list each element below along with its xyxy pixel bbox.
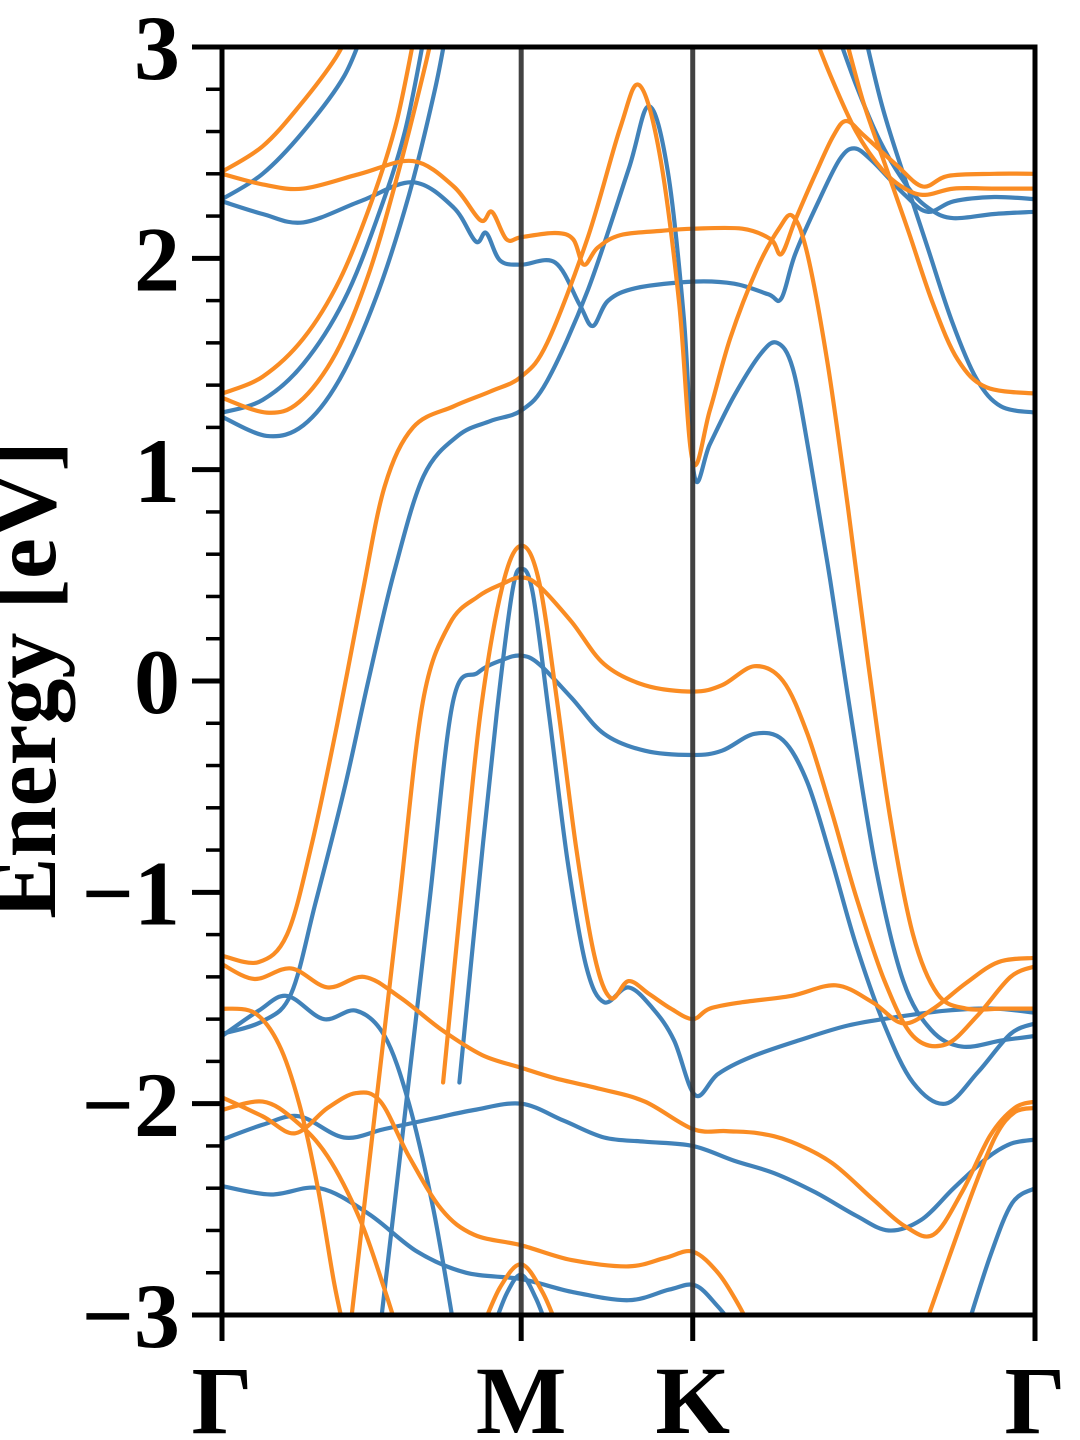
y-tick-label: 3	[134, 0, 180, 99]
x-axis-ticks	[219, 1315, 1038, 1341]
band-curve	[222, 47, 446, 439]
band-curve	[379, 653, 1035, 1315]
band-curve	[441, 543, 1035, 1085]
x-tick-label: Γ	[191, 1347, 252, 1440]
band-curve	[926, 1105, 1035, 1315]
band-curve	[222, 962, 1035, 1239]
band-curve	[968, 1186, 1035, 1315]
y-tick-label: −2	[82, 1054, 180, 1156]
y-tick-label: 2	[134, 209, 180, 311]
band-lines-orange	[222, 47, 1035, 1315]
band-curve	[840, 47, 1035, 221]
y-axis-label: Energy [eV]	[0, 441, 75, 919]
band-curve	[845, 47, 1035, 396]
y-tick-label: −1	[82, 843, 180, 945]
band-curve	[222, 47, 415, 396]
y-tick-label: 1	[134, 420, 180, 522]
band-curve	[816, 47, 1035, 197]
band-curve	[222, 82, 1035, 1012]
band-curve	[457, 566, 1035, 1099]
x-tick-label: K	[655, 1347, 730, 1440]
band-curve	[222, 1090, 747, 1315]
band-curve	[222, 47, 432, 415]
high-symmetry-vlines	[518, 47, 696, 1315]
band-curve	[222, 1099, 395, 1315]
x-tick-label: Γ	[1004, 1347, 1065, 1440]
y-axis-ticks	[192, 44, 222, 1318]
y-tick-label: 0	[134, 631, 180, 733]
x-tick-label: M	[476, 1347, 567, 1440]
band-curve	[222, 47, 345, 174]
band-curve	[222, 1101, 1035, 1233]
band-curve	[865, 47, 1035, 415]
band-lines-blue	[222, 47, 1035, 1315]
y-axis-tick-labels: 3 2 1 0 −1 −2 −3	[82, 0, 180, 1367]
band-curve	[222, 47, 425, 415]
band-curve	[222, 1006, 343, 1315]
band-curve	[349, 575, 1035, 1315]
band-curve	[222, 118, 1035, 267]
y-tick-label: −3	[82, 1265, 180, 1367]
band-curve	[222, 993, 455, 1315]
band-curve	[222, 104, 1035, 1050]
